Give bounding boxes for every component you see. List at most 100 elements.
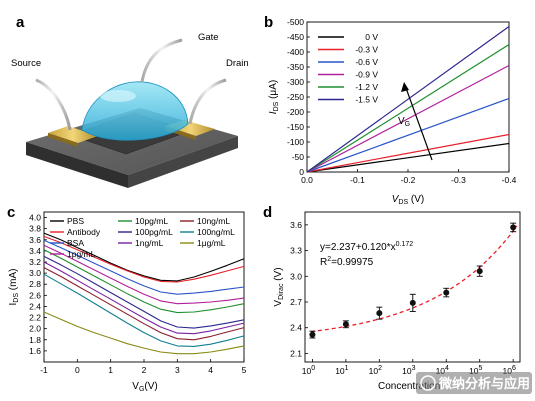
plot-d-points (309, 222, 517, 339)
x-tick-label: 103 (402, 365, 415, 376)
fit-equation: y=2.237+0.120*x0.172 (320, 241, 413, 253)
x-tick-label: 104 (436, 365, 449, 376)
legend-label: -1.5 V (355, 95, 378, 105)
data-point (510, 224, 517, 231)
y-tick-label: -300 (287, 77, 304, 87)
x-tick-label: 4 (208, 365, 213, 375)
device-illustration: Gate Source Drain (11, 32, 249, 188)
legend-label: 10ng/mL (197, 216, 230, 226)
plot-d-frame (304, 211, 521, 363)
data-point (342, 321, 349, 328)
plot-d-axes: 100 101 102 103 104 105 106 2.1 2.4 2.7 3.0 3.3 3.6 (290, 220, 516, 376)
series-line (43, 239, 245, 295)
x-tick-label: 0.0 (301, 175, 313, 185)
y-tick-label: -450 (287, 32, 304, 42)
plot-d-fit (310, 225, 518, 333)
series-line (43, 255, 245, 329)
fit-r2: R2=0.99975 (320, 256, 374, 268)
data-point (409, 299, 416, 306)
legend-label: 100pg/mL (135, 227, 173, 237)
y-tick-label: -250 (287, 92, 304, 102)
y-tick-label: 3.6 (290, 220, 302, 230)
x-tick-label: -0.1 (350, 175, 365, 185)
y-tick-label: 2.2 (29, 313, 41, 323)
legend-label: PBS (67, 216, 84, 226)
series-line (306, 64, 510, 173)
plot-c-xlabel: VG(V) (132, 381, 157, 393)
vg-annotation: VG (398, 116, 410, 128)
panel-a-label: a (16, 14, 25, 31)
legend-label: 10pg/mL (135, 216, 168, 226)
panel-a: a Gate Source Drain (11, 14, 249, 188)
y-tick-label: -100 (287, 137, 304, 147)
plot-d-xlabel: Concentration (378, 381, 440, 392)
series-line (43, 244, 245, 305)
y-tick-label: 3.4 (29, 246, 41, 256)
x-tick-label: -1 (40, 365, 48, 375)
legend-label: 100ng/mL (197, 227, 235, 237)
y-tick-label: -350 (287, 62, 304, 72)
series-line (306, 43, 510, 173)
x-tick-label: -0.3 (451, 175, 466, 185)
watermark-text: 微纳分析与应用 (438, 376, 530, 392)
plot-b-series (306, 26, 510, 173)
legend-label: 1μg/mL (197, 238, 226, 248)
source-label: Source (11, 58, 41, 69)
y-tick-label: -150 (287, 122, 304, 132)
series-line (43, 311, 245, 355)
watermark-logo-icon (420, 375, 436, 391)
panel-d-label: d (263, 204, 272, 221)
panel-c: c -1 0 1 2 3 4 5 1.61.82.02.2 2.42.62.83.03.23.4… (7, 204, 247, 393)
x-tick-label: 101 (335, 365, 348, 376)
plot-b-ylabel: IDS (μA) (268, 80, 280, 114)
legend-label: BSA (67, 238, 84, 248)
source-wire (35, 78, 72, 131)
substrate-front (26, 142, 128, 188)
y-tick-label: -400 (287, 47, 304, 57)
watermark: 微纳分析与应用 (416, 372, 532, 394)
x-tick-label: 0 (75, 365, 80, 375)
y-tick-label: -200 (287, 107, 304, 117)
series-line (43, 249, 245, 314)
series-line (43, 261, 245, 335)
x-tick-label: -0.2 (401, 175, 416, 185)
plot-b-legend: 0 V -0.3 V -0.6 V -0.9 V -1.2 V -1.5 V (318, 32, 378, 105)
panel-d: d 100 101 102 103 104 105 106 2.1 2.4 2.7 3.0 3.3 3.… (263, 204, 521, 392)
y-tick-label: 2.4 (290, 323, 302, 333)
plot-b-xlabel: VDS (V) (392, 194, 425, 206)
x-tick-label: 102 (369, 365, 382, 376)
panel-b-label: b (264, 14, 273, 31)
series-line (306, 133, 510, 173)
legend-label: -0.6 V (355, 57, 378, 67)
plot-c-ylabel: IDS (mA) (8, 269, 20, 306)
x-tick-label: 100 (302, 365, 315, 376)
data-point (309, 331, 316, 338)
gate-wire (140, 38, 183, 83)
drain-wire (188, 78, 227, 125)
legend-label: -1.2 V (355, 82, 378, 92)
x-tick-label: 106 (502, 365, 515, 376)
y-tick-label: 2.8 (29, 279, 41, 289)
series-line (43, 232, 245, 282)
plot-c-axes: -1 0 1 2 3 4 51.61.82.02.22.42.62.83.03.23.43.… (29, 213, 246, 375)
plot-d-ylabel: VDirac (V) (273, 267, 285, 306)
x-tick-label: -0.4 (502, 175, 517, 185)
series-line (43, 273, 245, 347)
plot-c-series (43, 232, 245, 355)
legend-label: 0 V (365, 32, 378, 42)
source-electrode (48, 126, 98, 143)
x-tick-label: 1 (108, 365, 113, 375)
data-point (476, 268, 483, 275)
panel-b: b 0.0 -0.1 -0.2 -0.3 -0.4 0 -50 -100 -150 -200 -25… (264, 14, 517, 206)
y-tick-label: 2.4 (29, 301, 41, 311)
legend-label: -0.9 V (355, 70, 378, 80)
y-tick-label: 2.6 (29, 290, 41, 300)
series-line (306, 26, 510, 173)
y-tick-label: 2.1 (290, 348, 302, 358)
x-tick-label: 2 (142, 365, 147, 375)
drain-label: Drain (226, 58, 249, 69)
y-tick-label: 3.0 (290, 271, 302, 281)
x-tick-label: 3 (175, 365, 180, 375)
